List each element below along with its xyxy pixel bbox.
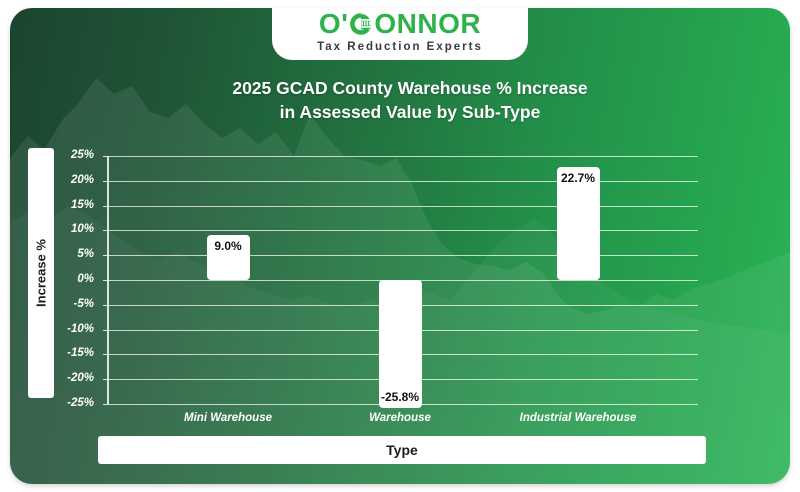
x-axis-category-label: Industrial Warehouse [519,412,637,424]
logo-pill: O' ONNOR Tax Reduction Expe [272,8,528,60]
x-axis-title-box: Type [98,436,706,464]
y-axis-tick-label: 5% [77,248,94,261]
y-axis-tick-label: 15% [70,198,94,211]
logo-apostrophe: ' [341,8,349,39]
chart-title: 2025 GCAD County Warehouse % Increase in… [130,76,690,124]
chart-title-line-2: in Assessed Value by Sub-Type [279,102,541,122]
axis-labels-layer: 25% 20% 15% 10% 5% 0% -5% -10% -15% -20% -25% Mini … [67,149,698,424]
y-axis-tick-label: -25% [67,397,94,409]
x-axis-title: Type [386,442,418,458]
y-axis-tick-label: 20% [70,173,94,186]
company-logo: O' ONNOR Tax Reduction Expe [272,10,528,54]
chart-title-line-1: 2025 GCAD County Warehouse % Increase [232,78,588,98]
courthouse-icon [348,11,374,37]
logo-wordmark: O' ONNOR [319,10,481,38]
y-axis-tick-mark [103,404,108,405]
chart-card: O' ONNOR Tax Reduction Expe [10,8,790,484]
logo-letter-o: O [318,8,342,39]
y-axis-tick-label: -20% [67,372,94,385]
y-axis-tick-label: 0% [77,273,94,285]
y-axis-tick-label: -10% [67,322,94,335]
logo-letters-onnor: ONNOR [374,8,482,39]
y-axis-tick-label: 10% [70,223,94,236]
x-axis-category-label: Warehouse [369,412,431,424]
y-axis-tick-label: -15% [67,347,94,360]
x-axis-category-label: Mini Warehouse [184,412,272,424]
y-axis-tick-label: 25% [70,149,94,161]
y-axis-tick-label: -5% [73,297,94,310]
logo-tagline: Tax Reduction Experts [317,41,483,53]
